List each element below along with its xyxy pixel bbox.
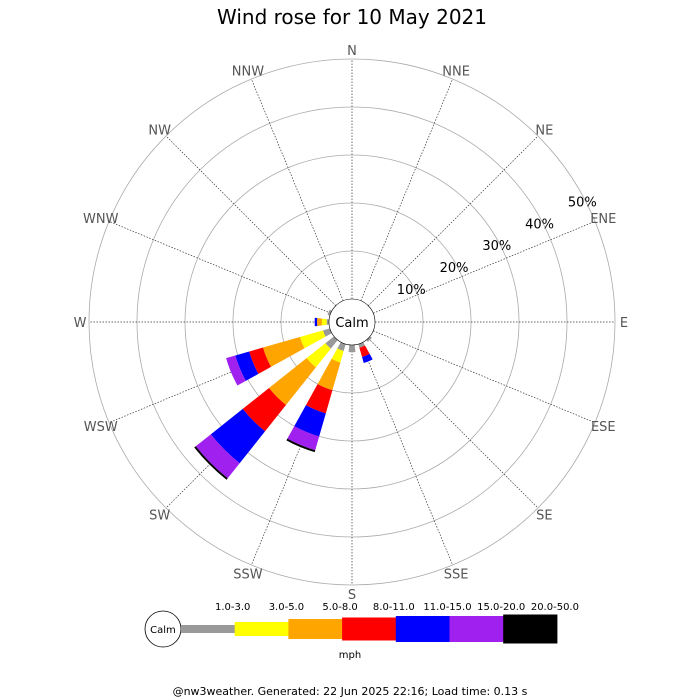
direction-label-nw: NW — [148, 124, 171, 139]
legend-swatch-1 — [234, 622, 289, 636]
wind-bars — [194, 309, 373, 480]
direction-label-ne: NE — [535, 124, 553, 139]
bar-sw-bin-3 — [242, 388, 286, 432]
direction-label-s: S — [348, 588, 356, 603]
bar-sw-bin-2 — [269, 358, 316, 405]
legend-label-2: 5.0-8.0 — [322, 602, 357, 613]
legend-label-0: 1.0-3.0 — [215, 602, 250, 613]
legend-swatch-6 — [503, 614, 558, 644]
bar-wsw-bin-2 — [262, 336, 305, 367]
legend: Calm 1.0-3.0 3.0-5.0 5.0-8.0 8.0-11.0 11.0-15… — [144, 602, 579, 661]
legend-label-5: 15.0-20.0 — [477, 602, 525, 613]
bar-w-bin-1 — [321, 318, 327, 326]
spoke-nnw — [251, 79, 344, 301]
bar-wsw-bin-4 — [235, 351, 259, 381]
ring-label-50: 50% — [568, 196, 597, 211]
bar-wsw-bin-5 — [226, 355, 246, 386]
legend-swatch-0 — [181, 625, 236, 633]
bar-sse-bin-3 — [359, 345, 370, 358]
direction-label-ene: ENE — [590, 212, 616, 227]
direction-label-ssw: SSW — [233, 567, 263, 582]
direction-label-wnw: WNW — [83, 212, 119, 227]
direction-label-n: N — [347, 44, 357, 59]
bar-ssw-bin-1 — [331, 348, 344, 363]
legend-swatch-5 — [449, 616, 504, 642]
bar-sse-bin-0 — [358, 342, 366, 348]
bar-ssw-bin-0 — [337, 342, 346, 352]
bar-sw-bin-1 — [306, 343, 331, 368]
bar-sw-bin-6 — [194, 446, 228, 480]
bar-wnw-bin-0 — [327, 309, 332, 316]
ring-label-20: 20% — [440, 261, 469, 276]
legend-label-6: 20.0-50.0 — [531, 602, 579, 613]
direction-labels: N NNE NE ENE E ESE SE SSE S SSW SW WSW W WNW NW NNW — [74, 44, 629, 603]
direction-label-e: E — [620, 316, 628, 331]
direction-label-nnw: NNW — [232, 65, 264, 80]
bar-s-bin-0 — [348, 344, 356, 353]
direction-label-sse: SSE — [444, 567, 469, 582]
direction-label-ese: ESE — [591, 420, 616, 435]
bar-ssw-bin-3 — [305, 384, 333, 414]
direction-label-w: W — [74, 316, 87, 331]
bar-ssw-bin-2 — [317, 358, 341, 391]
legend-unit-label: mph — [339, 650, 361, 661]
calm-circle: Calm — [328, 298, 376, 346]
spoke-ese — [373, 330, 595, 423]
ring-50 — [88, 58, 616, 586]
bar-sse-bin-4 — [362, 353, 373, 364]
spoke-nw — [166, 136, 336, 306]
legend-swatch-2 — [288, 619, 343, 639]
ring-label-40: 40% — [525, 217, 554, 232]
spoke-sse — [360, 343, 453, 565]
legend-calm-label: Calm — [150, 625, 176, 636]
spoke-wnw — [109, 221, 331, 314]
legend-label-3: 8.0-11.0 — [373, 602, 415, 613]
bar-sw-bin-5 — [195, 434, 240, 479]
bar-w-bin-2 — [317, 318, 322, 326]
bar-wsw-bin-0 — [322, 328, 332, 337]
bar-ssw-bin-4 — [294, 405, 326, 437]
bar-w-bin-4 — [314, 317, 318, 327]
legend-swatch-4 — [395, 616, 450, 642]
legend-label-4: 11.0-15.0 — [423, 602, 471, 613]
ring-labels: 10% 20% 30% 40% 50% — [397, 196, 597, 298]
legend-label-1: 3.0-5.0 — [269, 602, 304, 613]
spoke-ne — [368, 136, 538, 306]
legend-swatch-3 — [342, 617, 397, 641]
bar-wsw-bin-3 — [249, 347, 272, 374]
spoke-nne — [360, 79, 453, 301]
chart-title: Wind rose for 10 May 2021 — [217, 5, 487, 29]
bar-w-bin-0 — [326, 319, 330, 325]
direction-label-wsw: WSW — [84, 420, 118, 435]
bar-ssw-bin-6 — [286, 438, 316, 453]
calm-label: Calm — [335, 316, 368, 331]
spoke-se — [368, 338, 538, 508]
direction-label-se: SE — [536, 508, 552, 523]
bar-sw-bin-4 — [210, 408, 266, 464]
direction-label-nne: NNE — [442, 65, 470, 80]
direction-label-sw: SW — [149, 508, 170, 523]
ring-label-10: 10% — [397, 283, 426, 298]
ring-label-30: 30% — [482, 239, 511, 254]
bar-ssw-bin-5 — [287, 426, 320, 451]
bar-se-bin-0 — [366, 336, 372, 342]
bar-wsw-bin-1 — [299, 330, 326, 349]
bar-sw-bin-0 — [325, 336, 338, 349]
footer-text: @nw3weather. Generated: 22 Jun 2025 22:1… — [173, 685, 528, 698]
calm-center — [328, 298, 376, 346]
spoke-ene — [373, 221, 595, 314]
